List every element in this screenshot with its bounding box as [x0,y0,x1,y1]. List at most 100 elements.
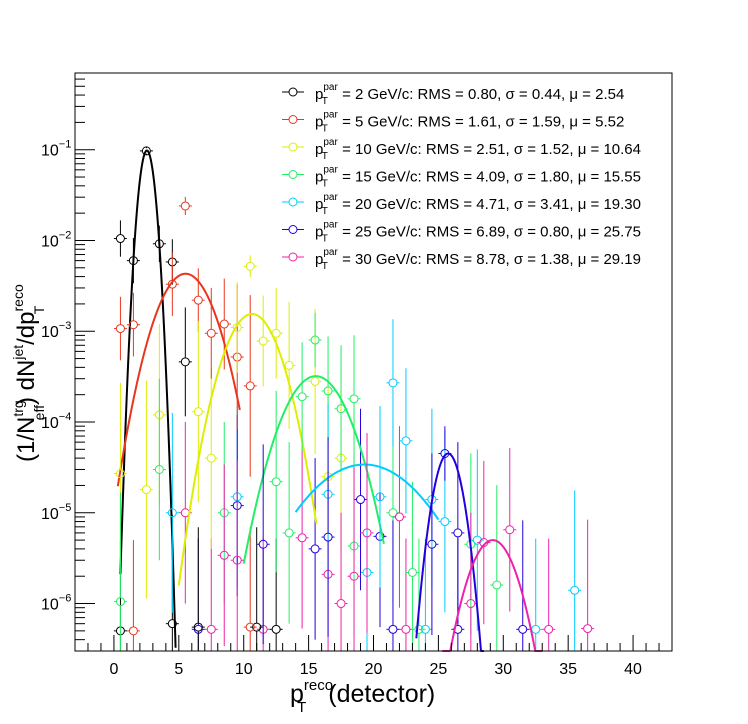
series-5-point-5 [256,444,270,645]
series-6-point-2 [581,519,595,651]
x-tick-label: 35 [559,661,577,678]
series-0-point-2 [139,146,153,156]
bg-point-27 [542,538,556,651]
legend-entry-4: ppar T = 20 GeV/c: RMS = 4.71, σ = 3.41, … [282,192,641,217]
legend-entry-2: ppar T = 10 GeV/c: RMS = 2.51, σ = 1.52, … [282,137,641,162]
x-axis-title-tail: (detector) [328,680,435,708]
legend-label: ppar T = 30 GeV/c: RMS = 8.78, σ = 1.38, … [315,247,641,272]
series-3-point-7 [152,378,166,561]
series-6-point-0 [503,448,517,612]
y-tick-label: 10−3 [41,320,71,341]
legend-marker [288,170,298,179]
x-axis-title-sup: reco [304,677,333,694]
series-3-point-1 [308,312,322,368]
series-0-point-7 [191,527,205,651]
series-6-point-4 [360,433,374,633]
series-0-point-0 [113,220,127,257]
y-axis-title-p2: ) dN [13,360,40,405]
legend-label: ppar T = 5 GeV/c: RMS = 1.61, σ = 1.59, μ… [315,110,624,135]
series-2-fit [177,312,318,586]
series-2-point-10 [139,380,153,599]
series-1-point-9 [243,527,257,651]
y-tick-label: 10−5 [41,502,71,523]
legend-entry-0: ppar T = 2 GeV/c: RMS = 0.80, σ = 0.44, μ… [282,82,624,107]
y-axis-title-p1: (1/N [13,417,40,462]
x-tick-label: 40 [624,661,642,678]
bg-point-13 [308,458,322,640]
x-tick-label: 15 [300,661,318,678]
series-3-point-2 [295,342,309,452]
series-1-point-1 [126,292,140,357]
series-1-point-0 [113,296,127,361]
series-6-point-5 [230,460,244,651]
x-tick-label: 20 [365,661,383,678]
x-tick-label: 10 [235,661,253,678]
series-4-point-1 [399,368,413,514]
legend-entry-1: ppar T = 5 GeV/c: RMS = 1.61, σ = 1.59, μ… [282,110,624,135]
y-axis-title-p3: /dp [13,311,40,344]
x-tick-label: 5 [174,661,183,678]
y-axis-title-p3-sub: T [31,305,47,314]
series-6-point-3 [347,467,361,651]
x-axis-title: preco T (detector) [290,677,435,716]
legend-marker [288,225,298,234]
bg-point-11 [282,442,296,624]
bg-point-7 [217,464,231,647]
y-tick-label: 10−2 [41,229,71,250]
series-0-fit [119,149,177,648]
legend-label: ppar T = 20 GeV/c: RMS = 4.71, σ = 3.41, … [315,192,641,217]
x-tick-label: 0 [109,661,118,678]
bg-point-6 [204,367,218,549]
data-marks [113,146,595,652]
x-tick-label: 30 [494,661,512,678]
series-3-point-8 [490,485,504,651]
series-6-fit [442,539,543,652]
legend: ppar T = 2 GeV/c: RMS = 0.80, σ = 0.44, μ… [282,82,641,272]
series-1-point-3 [165,252,179,316]
series-2-point-2 [243,255,257,278]
series-3-point-0 [113,492,127,651]
x-axis-title-p: p [290,680,304,708]
y-tick-label: 10−4 [41,411,71,432]
legend-marker [288,142,298,152]
legend-label: ppar T = 10 GeV/c: RMS = 2.51, σ = 1.52, … [315,137,641,162]
series-4-point-0 [386,319,400,447]
series-5-point-2 [451,442,465,624]
legend-entry-6: ppar T = 30 GeV/c: RMS = 8.78, σ = 1.38, … [282,247,641,272]
series-1-point-6 [217,278,231,370]
y-tick-label: 10−1 [41,139,71,160]
bg-point-12 [295,447,309,629]
y-axis-title-p2-sup: jet [10,345,26,361]
bg-point-3 [204,538,218,651]
series-3-point-4 [334,345,348,473]
legend-label: ppar T = 25 GeV/c: RMS = 6.89, σ = 0.80, … [315,220,641,245]
series-3-fit [242,375,385,564]
x-tick-label: 25 [429,661,447,678]
legend-marker [288,87,298,97]
legend-label: ppar T = 15 GeV/c: RMS = 4.09, σ = 1.80, … [315,165,641,190]
plot-frame: 0 5 10 15 20 25 30 35 40 10−6 10−5 10−4 10−3 10−2 10−1 [41,72,673,678]
series-5-point-4 [516,520,530,651]
x-axis-title-sub: T [297,699,306,716]
bg-point-31 [405,481,419,651]
y-axis-title-p1-sup: trg [10,400,26,416]
legend-entry-5: ppar T = 25 GeV/c: RMS = 6.89, σ = 0.80, … [282,220,641,245]
series-5-point-6 [321,437,335,637]
legend-marker [288,252,298,262]
series-4-point-2 [373,406,387,588]
series-3-point-5 [347,335,361,463]
series-4-point-6 [568,490,582,651]
legend-entry-3: ppar T = 15 GeV/c: RMS = 4.09, σ = 1.80, … [282,165,641,190]
legend-marker [288,115,298,124]
bg-point-1 [126,540,140,651]
y-tick-label: 10−6 [41,593,71,614]
series-1-point-5 [204,287,218,379]
series-1-point-2 [178,196,192,216]
bg-point-16 [334,512,348,651]
series-1-point-8 [243,295,257,477]
series-2-point-4 [256,295,270,387]
bg-point-26 [529,538,543,651]
series-5-point-3 [386,520,400,651]
series-0-point-5 [178,307,192,417]
